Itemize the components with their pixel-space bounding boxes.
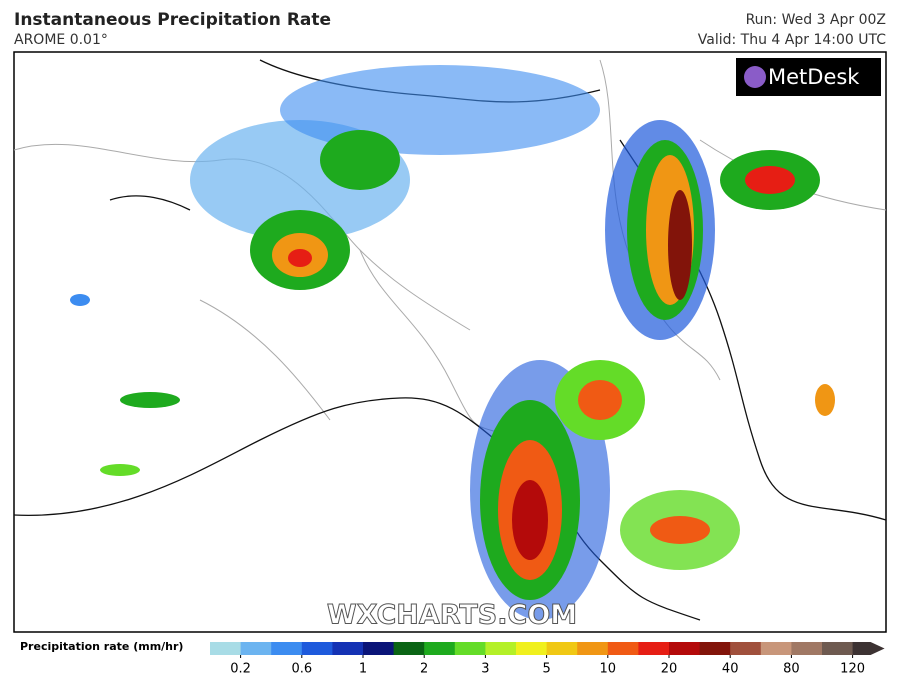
colorbar-swatch — [210, 642, 242, 655]
colorbar: 0.2 0.6 1 2 3 5 10 20 40 80 120 — [210, 642, 885, 677]
map: MetDesk WXCHARTS.COM — [13, 51, 887, 633]
colorbar-tick-label: 80 — [783, 662, 800, 677]
colorbar-tick-label: 5 — [542, 662, 550, 677]
watermark: WXCHARTS.COM — [327, 600, 577, 631]
valid-time: Valid: Thu 4 Apr 14:00 UTC — [698, 32, 886, 48]
colorbar-swatch — [699, 642, 731, 655]
colorbar-swatch — [454, 642, 486, 655]
colorbar-tick-label: 0.6 — [291, 662, 312, 677]
colorbar-swatch — [607, 642, 639, 655]
colorbar-tick-label: 40 — [722, 662, 739, 677]
colorbar-tick-label: 3 — [481, 662, 489, 677]
colorbar-swatch — [240, 642, 272, 655]
colorbar-tick-label: 120 — [840, 662, 865, 677]
subtitle: AROME 0.01° — [14, 32, 108, 48]
colorbar-swatch — [332, 642, 364, 655]
logo-text: MetDesk — [768, 65, 860, 89]
colorbar-tick-label: 20 — [661, 662, 678, 677]
colorbar-swatch — [638, 642, 670, 655]
colorbar-swatch — [822, 642, 854, 655]
title: Instantaneous Precipitation Rate — [14, 10, 331, 30]
logo: MetDesk — [736, 58, 881, 96]
colorbar-label: Precipitation rate (mm/hr) — [20, 640, 183, 653]
colorbar-swatch — [301, 642, 333, 655]
colorbar-tick-label: 2 — [420, 662, 428, 677]
colorbar-tick-label: 1 — [359, 662, 367, 677]
colorbar-swatch — [424, 642, 456, 655]
colorbar-swatch — [791, 642, 823, 655]
colorbar-swatch — [271, 642, 303, 655]
colorbar-swatch — [760, 642, 792, 655]
colorbar-swatch — [393, 642, 425, 655]
precipitation — [70, 65, 835, 620]
colorbar-arrow — [852, 642, 885, 655]
colorbar-swatch — [485, 642, 517, 655]
colorbar-swatch — [730, 642, 762, 655]
colorbar-swatch — [546, 642, 578, 655]
run-time: Run: Wed 3 Apr 00Z — [746, 12, 886, 28]
colorbar-tick-label: 10 — [600, 662, 617, 677]
colorbar-swatch — [363, 642, 395, 655]
colorbar-swatch — [669, 642, 701, 655]
colorbar-tick-label: 0.2 — [230, 662, 251, 677]
colorbar-swatch — [577, 642, 609, 655]
colorbar-swatch — [516, 642, 548, 655]
